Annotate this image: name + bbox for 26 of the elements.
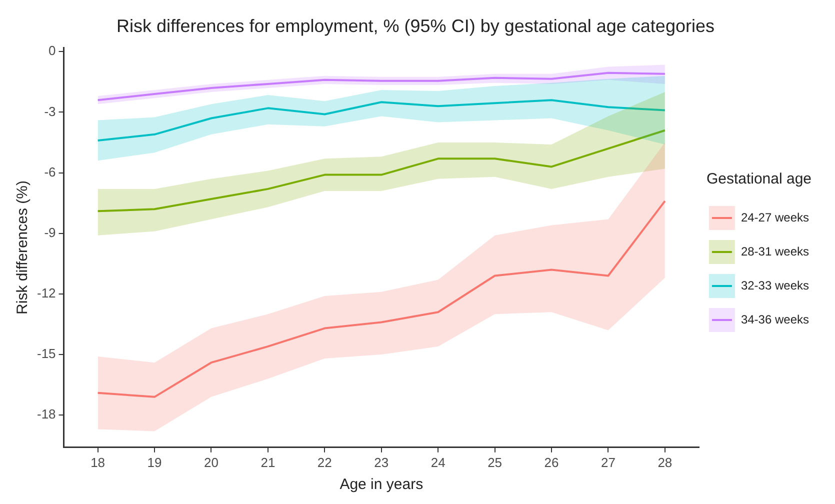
x-tick-label: 27: [600, 454, 616, 470]
x-tick-label: 28: [658, 454, 672, 470]
x-tick-label: 25: [488, 454, 502, 470]
x-axis-title: Age in years: [340, 476, 424, 494]
y-tick-label: -3: [44, 104, 56, 119]
x-tick-label: 26: [544, 454, 559, 470]
legend-label: 32-33 weeks: [740, 278, 810, 292]
y-tick-label: 0: [48, 43, 56, 58]
y-tick-label: -18: [36, 406, 56, 422]
y-tick-label: -6: [44, 164, 56, 180]
y-tick-label: -9: [44, 224, 56, 240]
x-tick-label: 23: [374, 454, 389, 470]
x-tick-label: 18: [90, 454, 106, 470]
legend-label: 28-31 weeks: [740, 244, 810, 258]
x-tick-label: 19: [147, 454, 162, 470]
chart-title: Risk differences for employment, % (95% CI) by gestational age categories: [116, 16, 714, 36]
legend-label: 24-27 weeks: [740, 210, 810, 224]
legend-title: Gestational age: [706, 170, 812, 188]
x-tick-label: 21: [260, 454, 276, 470]
y-tick-label: -12: [36, 286, 56, 301]
x-tick-label: 24: [430, 454, 446, 470]
x-tick-label: 20: [204, 454, 218, 470]
x-tick-label: 22: [317, 454, 332, 470]
y-tick-label: -15: [36, 346, 56, 362]
legend-label: 34-36 weeks: [740, 312, 810, 326]
y-axis-title: Risk differences (%): [14, 180, 32, 314]
